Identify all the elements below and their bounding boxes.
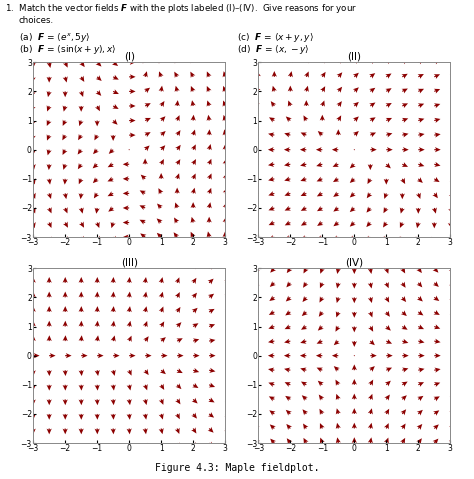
Text: choices.: choices. (19, 16, 54, 25)
Title: (III): (III) (121, 257, 137, 267)
Title: (II): (II) (347, 51, 361, 61)
Text: Figure 4.3: Maple fieldplot.: Figure 4.3: Maple fieldplot. (155, 463, 319, 473)
Title: (IV): (IV) (345, 257, 364, 267)
Text: (b)  $\boldsymbol{F}$ = $\langle\sin(x + y), x\rangle$: (b) $\boldsymbol{F}$ = $\langle\sin(x + … (19, 43, 117, 56)
Text: 1.  Match the vector fields $\boldsymbol{F}$ with the plots labeled (I)–(IV).  G: 1. Match the vector fields $\boldsymbol{… (5, 2, 357, 15)
Text: (a)  $\boldsymbol{F}$ = $\langle e^x, 5y\rangle$: (a) $\boldsymbol{F}$ = $\langle e^x, 5y\… (19, 31, 91, 44)
Text: (c)  $\boldsymbol{F}$ = $\langle x + y, y\rangle$: (c) $\boldsymbol{F}$ = $\langle x + y, y… (237, 31, 314, 44)
Title: (I): (I) (124, 51, 135, 61)
Text: (d)  $\boldsymbol{F}$ = $\langle x, -y\rangle$: (d) $\boldsymbol{F}$ = $\langle x, -y\ra… (237, 43, 310, 56)
